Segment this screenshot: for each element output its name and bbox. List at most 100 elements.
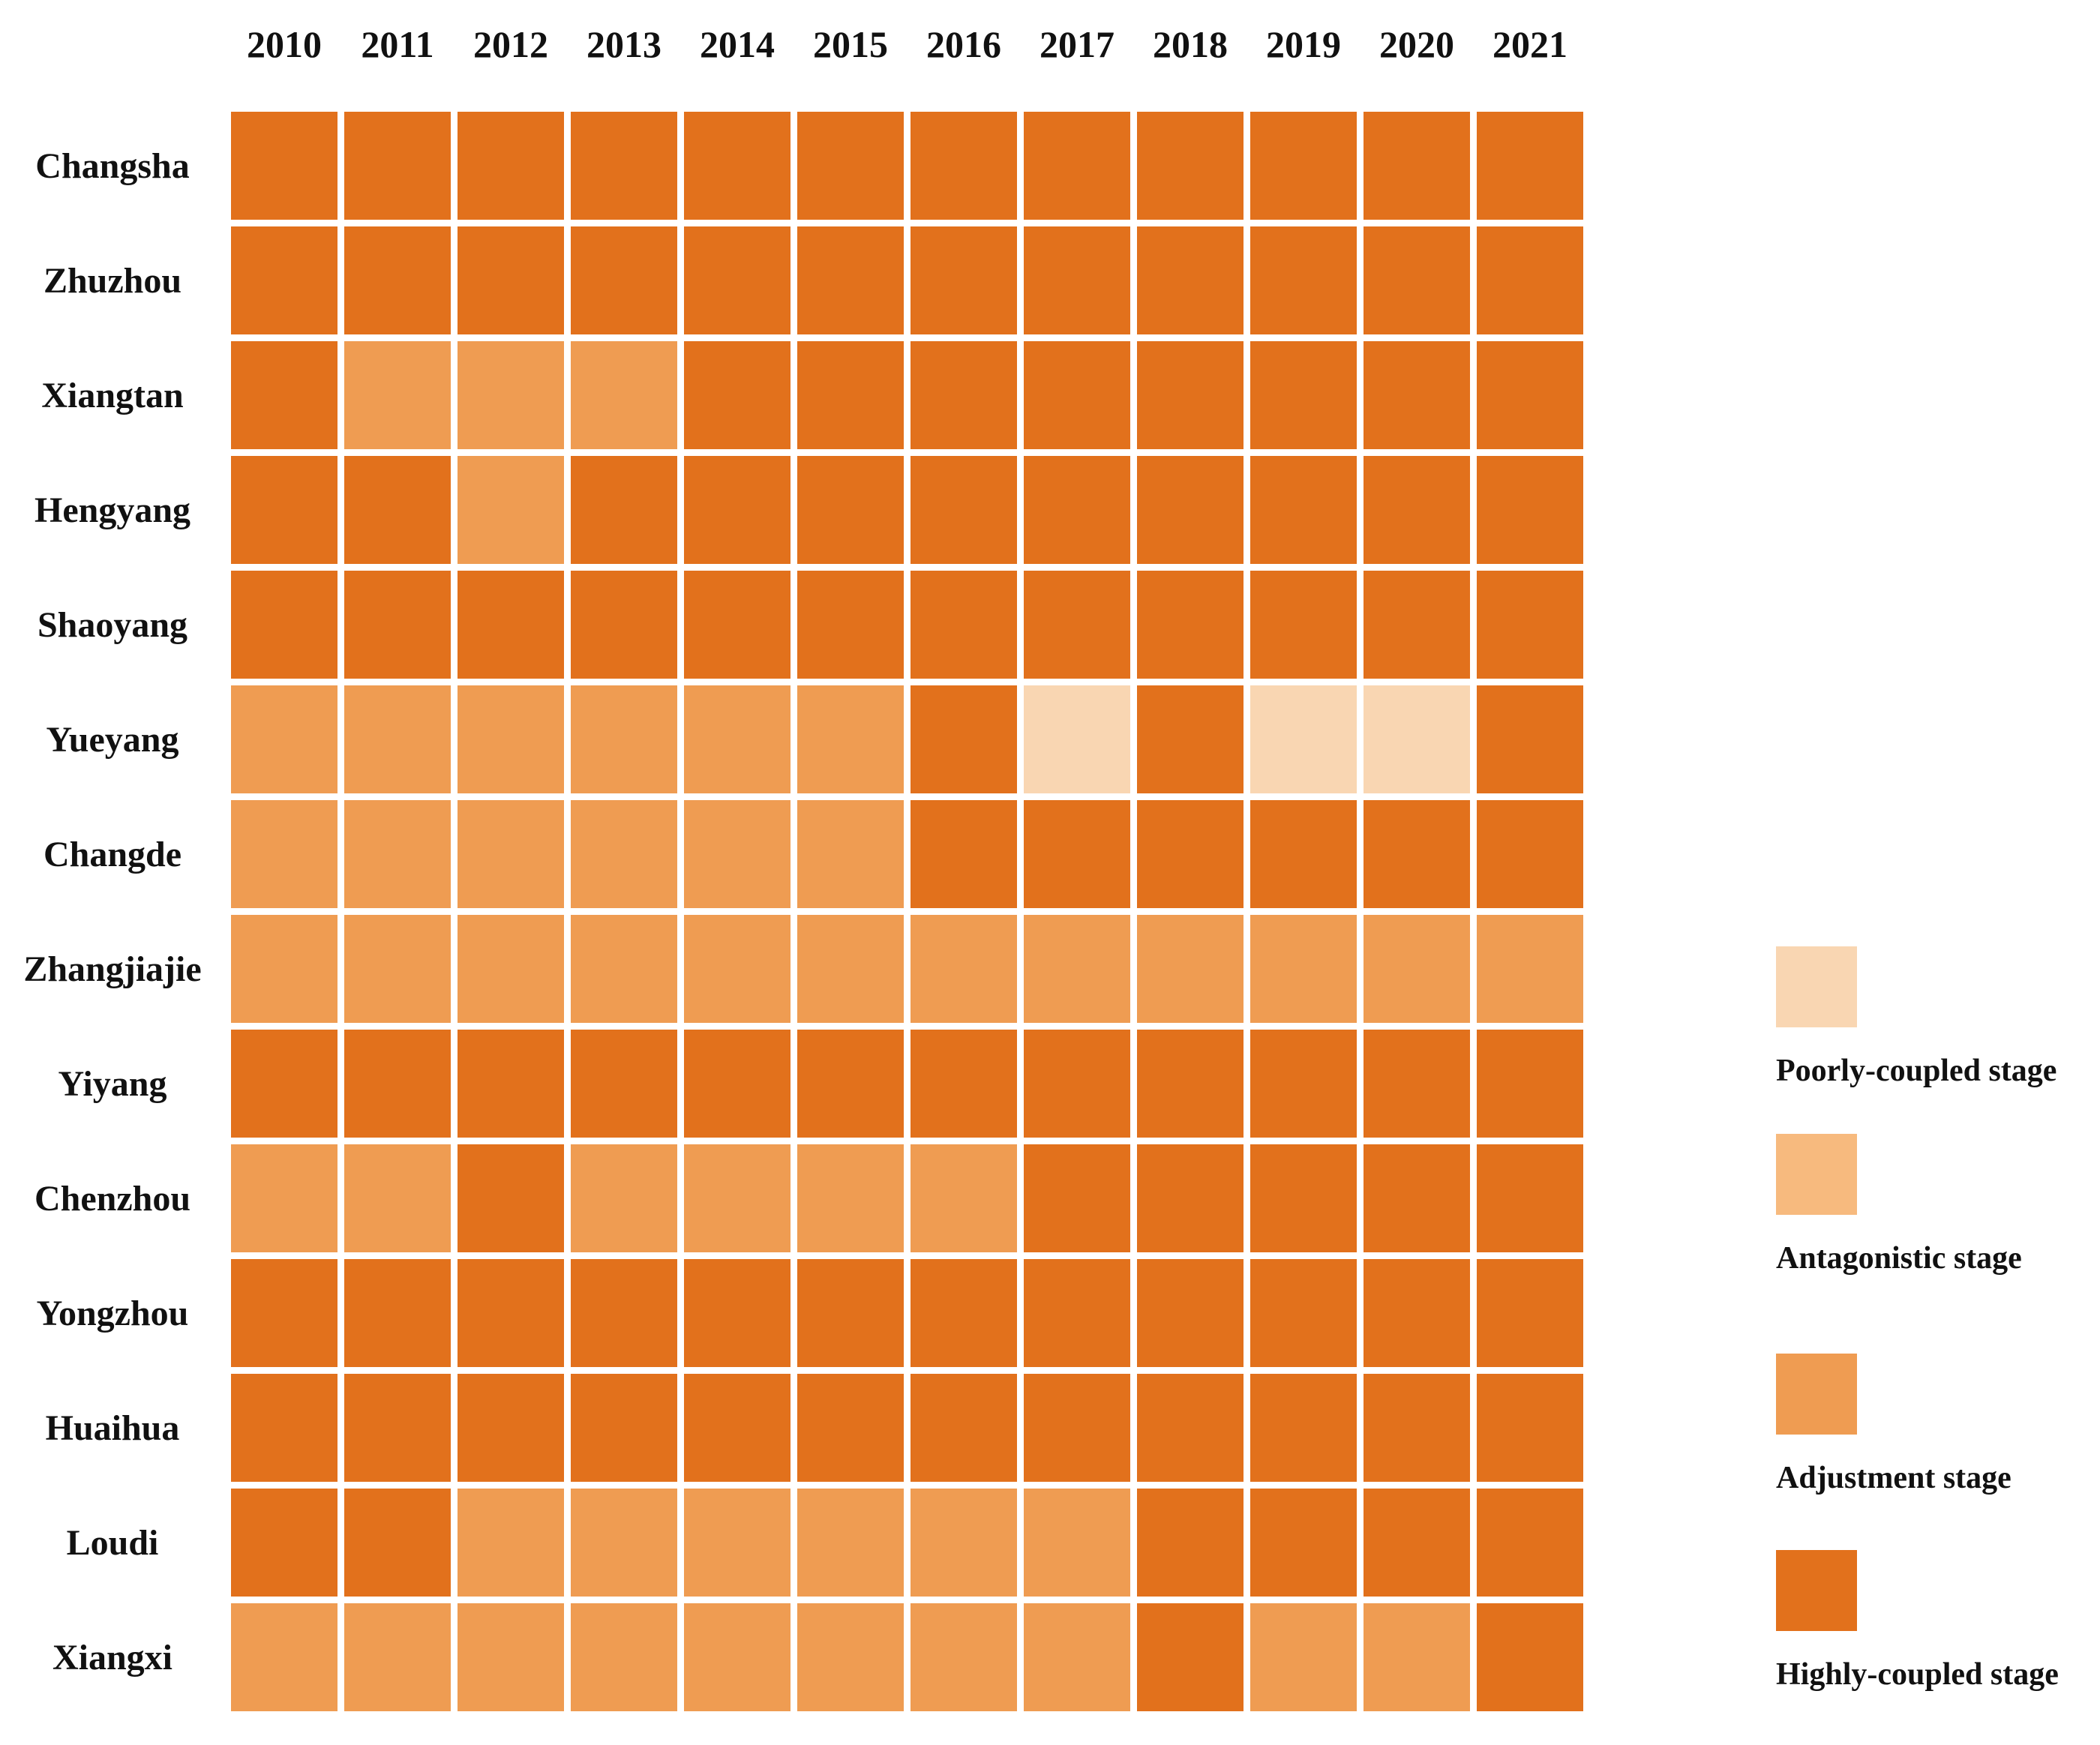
heatmap-cell: [344, 1489, 451, 1597]
heatmap-cell: [571, 1030, 677, 1138]
heatmap-cell: [1024, 685, 1130, 793]
heatmap-cell: [684, 1489, 790, 1597]
heatmap-cell: [1137, 456, 1244, 564]
heatmap-cell: [1250, 341, 1357, 449]
heatmap-cell: [1477, 1374, 1583, 1482]
heatmap-cell: [458, 112, 564, 220]
heatmap-cell: [684, 456, 790, 564]
legend-item-antagonistic: Antagonistic stage: [1776, 1134, 2022, 1276]
heatmap-cell: [458, 341, 564, 449]
legend-item-poorly: Poorly-coupled stage: [1776, 946, 2056, 1089]
heatmap-cell: [1137, 112, 1244, 220]
heatmap-cell: [1364, 800, 1470, 908]
city-label: Yongzhou: [36, 1293, 189, 1333]
heatmap-cell: [797, 1374, 904, 1482]
legend-label: Poorly-coupled stage: [1776, 1054, 2057, 1088]
heatmap-cell: [684, 800, 790, 908]
heatmap-cell: [1024, 1030, 1130, 1138]
heatmap-cell: [571, 1489, 677, 1597]
heatmap-cell: [1024, 1259, 1130, 1367]
heatmap-cell: [1024, 1374, 1130, 1482]
heatmap-cell: [1250, 456, 1357, 564]
city-label: Hengyang: [34, 490, 191, 530]
city-label: Zhuzhou: [43, 260, 182, 301]
year-label: 2010: [247, 23, 322, 65]
heatmap-cell: [684, 1374, 790, 1482]
heatmap-cell: [1250, 800, 1357, 908]
heatmap-cell: [1364, 1603, 1470, 1711]
heatmap-cell: [910, 571, 1017, 679]
heatmap-cell: [344, 226, 451, 334]
heatmap-cell: [1250, 226, 1357, 334]
heatmap-cell: [458, 226, 564, 334]
heatmap-cell: [684, 341, 790, 449]
heatmap-cell: [1024, 1489, 1130, 1597]
heatmap-cell: [571, 1374, 677, 1482]
city-label: Xiangtan: [41, 375, 184, 415]
heatmap-cell: [684, 571, 790, 679]
heatmap-cell: [1137, 1374, 1244, 1482]
heatmap-cell: [910, 685, 1017, 793]
heatmap-cell: [1477, 1144, 1583, 1252]
heatmap-cell: [1024, 456, 1130, 564]
city-label: Loudi: [66, 1522, 159, 1563]
heatmap-cell: [1364, 685, 1470, 793]
heatmap-cell: [1364, 226, 1470, 334]
heatmap-cell: [231, 112, 338, 220]
heatmap-cell: [571, 1144, 677, 1252]
heatmap-cell: [571, 226, 677, 334]
heatmap-cell: [571, 915, 677, 1023]
year-label: 2013: [586, 23, 662, 65]
heatmap-cell: [344, 1374, 451, 1482]
heatmap-cell: [231, 1603, 338, 1711]
heatmap-cell: [231, 571, 338, 679]
heatmap-cell: [797, 1030, 904, 1138]
heatmap-cell: [231, 1144, 338, 1252]
heatmap-cell: [910, 226, 1017, 334]
heatmap-cell: [1137, 1030, 1244, 1138]
heatmap-cell: [458, 685, 564, 793]
heatmap-cell: [344, 1259, 451, 1367]
heatmap-cell: [1250, 1259, 1357, 1367]
heatmap-cell: [1364, 1259, 1470, 1367]
heatmap-cell: [1364, 1374, 1470, 1482]
heatmap-cell: [1024, 915, 1130, 1023]
heatmap-cell: [1364, 341, 1470, 449]
heatmap-cell: [1364, 915, 1470, 1023]
heatmap-cell: [910, 1374, 1017, 1482]
heatmap-cell: [797, 1489, 904, 1597]
city-label: Shaoyang: [37, 604, 188, 645]
heatmap-cell: [344, 456, 451, 564]
heatmap-cell: [797, 1144, 904, 1252]
heatmap-cell: [1477, 685, 1583, 793]
heatmap-cell: [1024, 112, 1130, 220]
city-label: Yiyang: [58, 1063, 167, 1104]
city-label: Changsha: [35, 145, 190, 186]
heatmap-cell: [1024, 1603, 1130, 1711]
heatmap-cell: [684, 915, 790, 1023]
heatmap-cell: [1137, 685, 1244, 793]
heatmap-cell: [571, 685, 677, 793]
year-axis: 2010 2011 2012 2013 2014 2015 2016 2017 2018 2019…: [231, 19, 1590, 72]
year-label: 2014: [700, 23, 775, 65]
heatmap-cell: [458, 800, 564, 908]
city-label: Xiangxi: [52, 1637, 173, 1678]
heatmap-cell: [797, 1603, 904, 1711]
heatmap-cell: [910, 1489, 1017, 1597]
heatmap-cell: [1137, 800, 1244, 908]
heatmap-cell: [797, 456, 904, 564]
city-label: Chenzhou: [34, 1178, 191, 1219]
heatmap-cell: [1477, 456, 1583, 564]
heatmap-cell: [1364, 1030, 1470, 1138]
heatmap-cell: [344, 800, 451, 908]
heatmap-cell: [344, 112, 451, 220]
heatmap-cell: [684, 1603, 790, 1711]
heatmap-cell: [458, 1603, 564, 1711]
year-label: 2016: [926, 23, 1001, 65]
heatmap-cell: [458, 456, 564, 564]
heatmap-cell: [910, 341, 1017, 449]
heatmap-cell: [1477, 571, 1583, 679]
heatmap-cell: [1024, 226, 1130, 334]
legend-swatch-adjustment: [1776, 1354, 1857, 1435]
heatmap-cell: [344, 341, 451, 449]
